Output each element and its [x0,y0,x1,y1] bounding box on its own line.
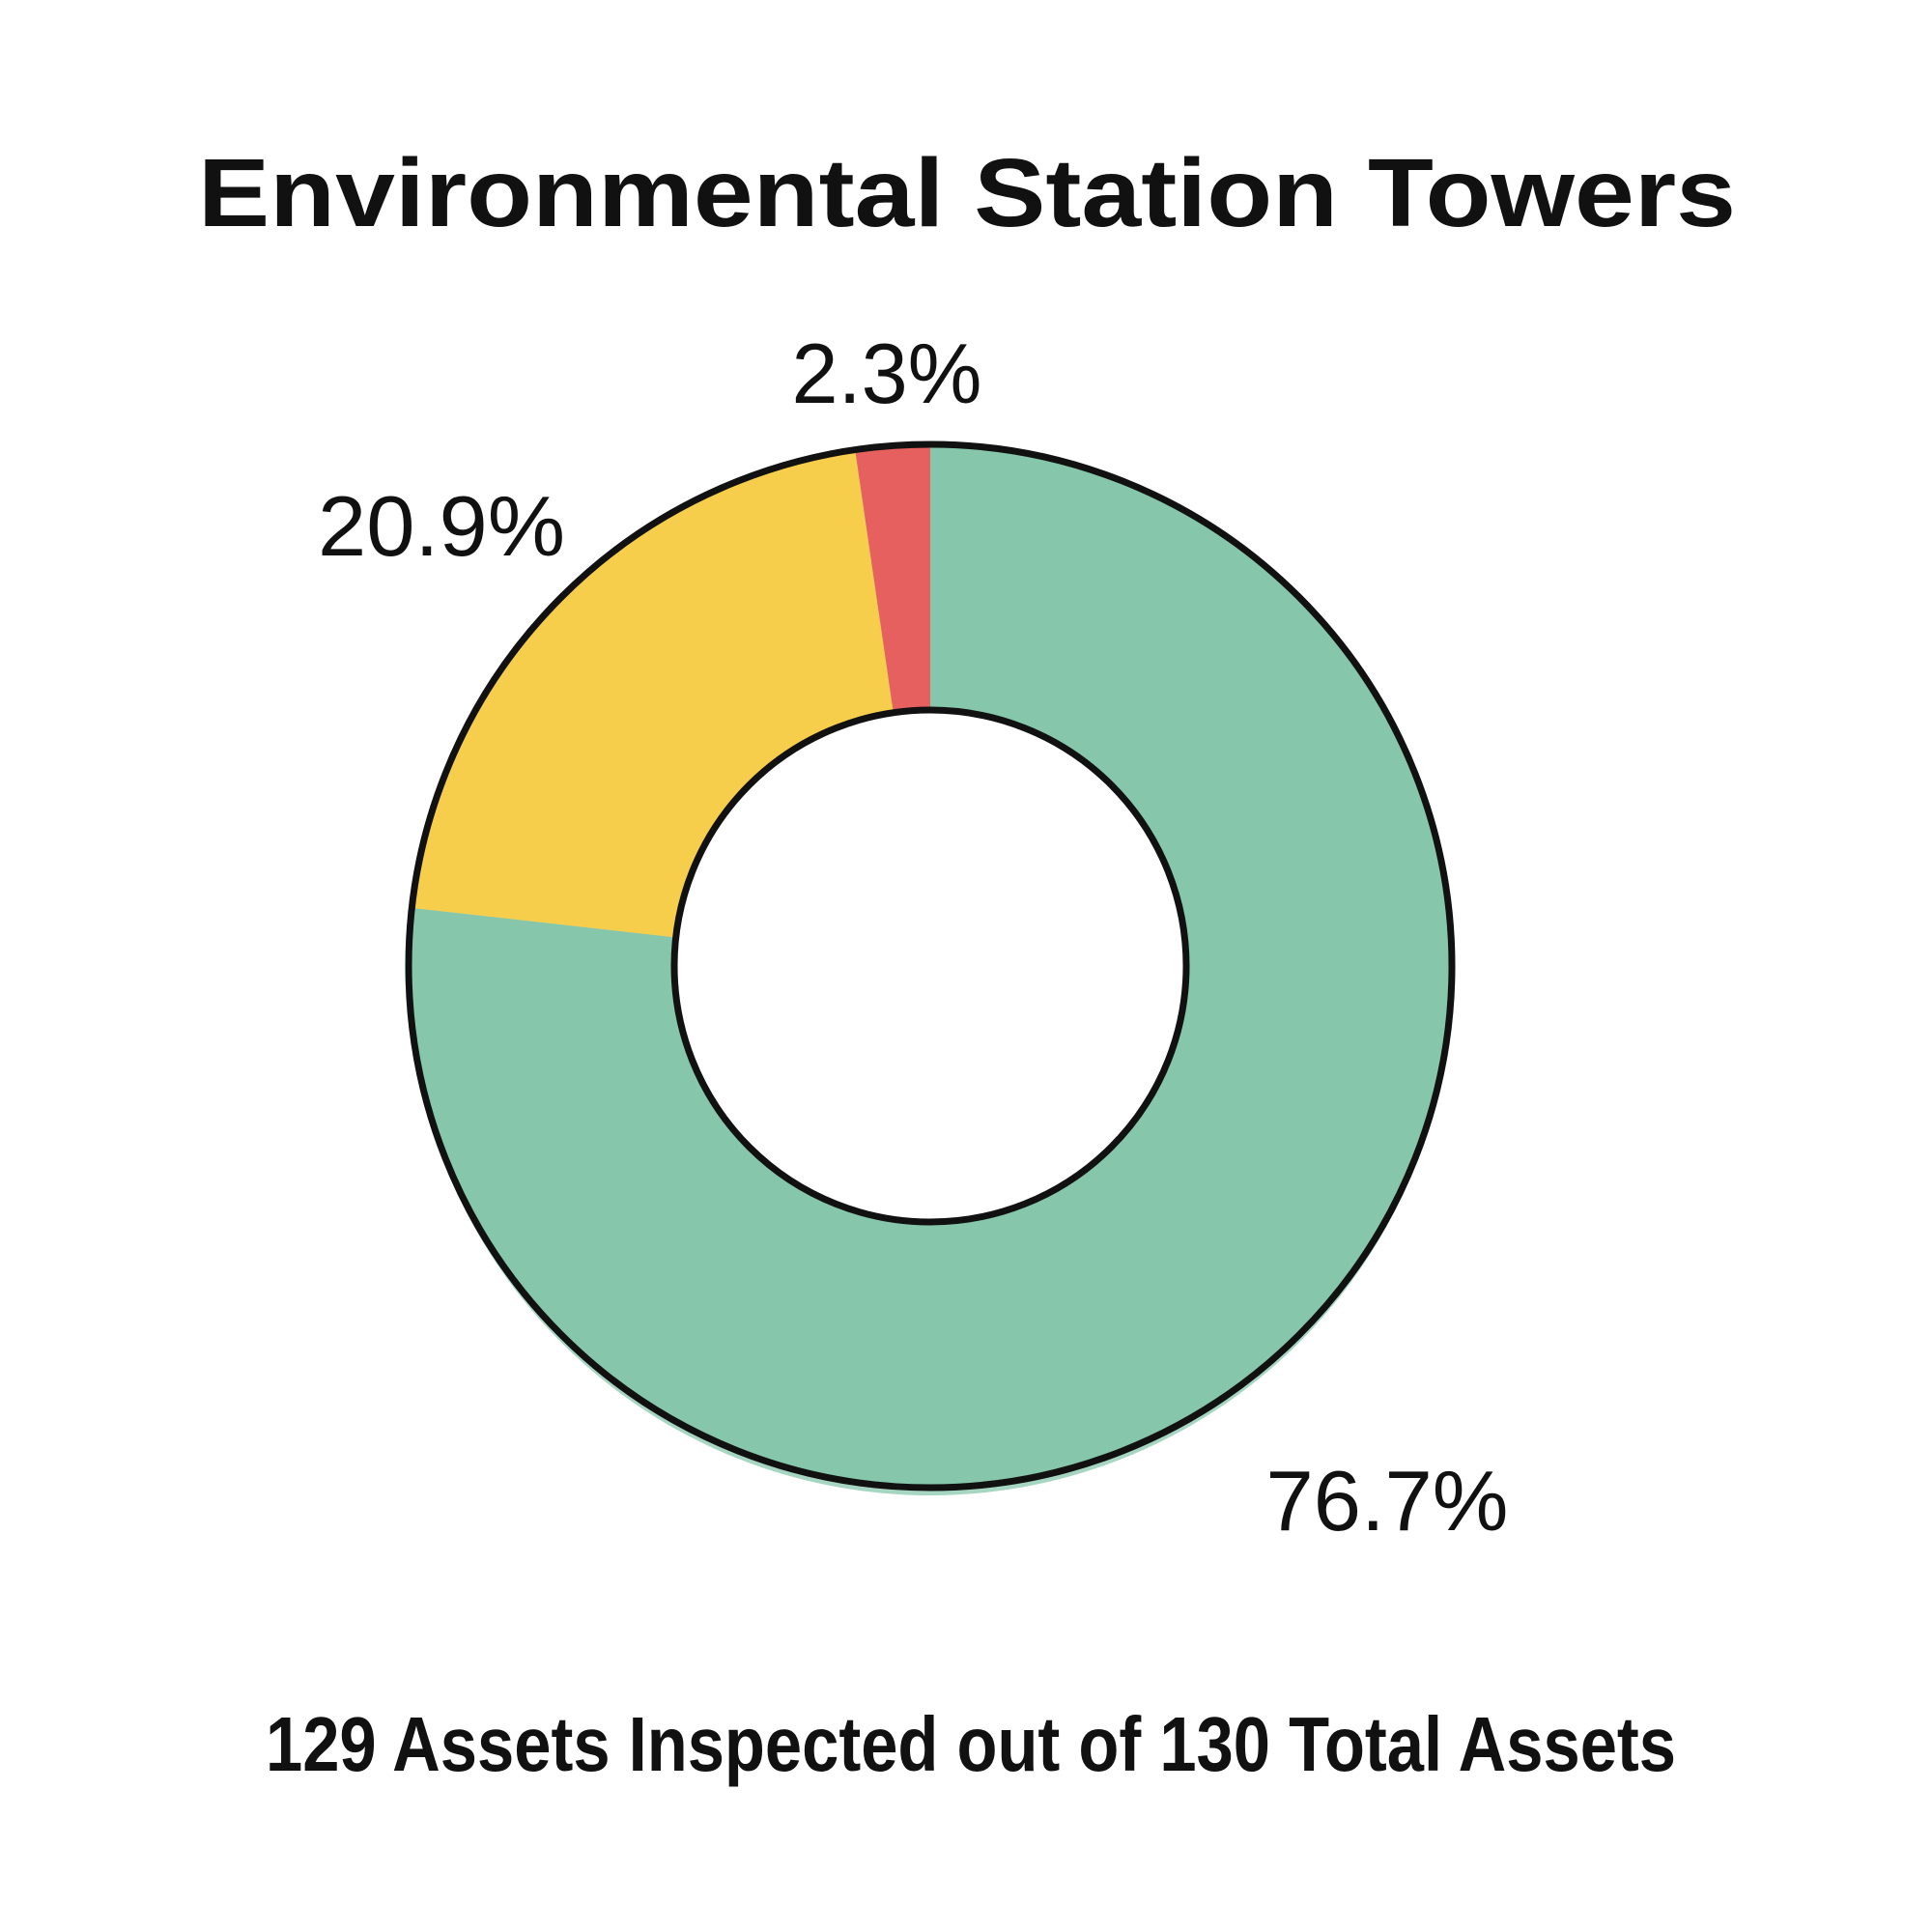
donut-hole [670,706,1190,1226]
page-title: Environmental Station Towers [198,139,1736,247]
slice-label-red: 2.3% [792,326,982,421]
slice-label-yellow: 20.9% [318,478,565,574]
slice-label-teal: 76.7% [1266,1453,1509,1548]
donut-outer-outline [405,440,1456,1492]
chart-subtitle: 129 Assets Inspected out of 130 Total As… [266,1701,1676,1787]
